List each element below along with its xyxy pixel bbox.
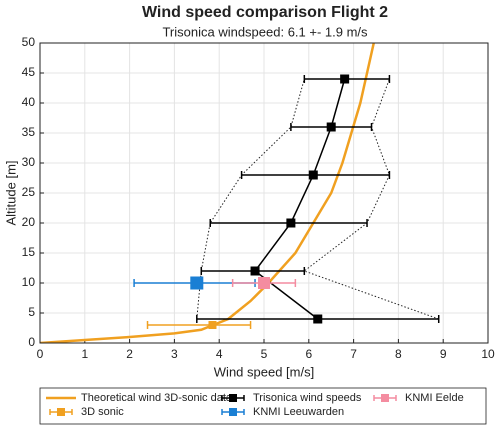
marker (286, 218, 296, 228)
legend-swatch (229, 408, 237, 416)
y-axis-label: Altitude [m] (3, 160, 18, 225)
legend-label: 3D sonic (81, 406, 124, 418)
legend-label: KNMI Eelde (405, 392, 464, 404)
y-tick-label: 15 (22, 245, 36, 259)
marker (313, 314, 323, 324)
legend-label: Trisonica wind speeds (253, 392, 362, 404)
x-tick-label: 1 (81, 347, 88, 361)
legend-swatch (57, 408, 65, 416)
marker (190, 276, 204, 290)
y-tick-label: 10 (22, 275, 36, 289)
marker (308, 170, 318, 180)
y-tick-label: 20 (22, 215, 36, 229)
legend-box (39, 387, 487, 425)
legend-swatch (229, 394, 237, 402)
y-tick-label: 25 (22, 185, 36, 199)
marker (208, 321, 217, 329)
plot-area (40, 43, 440, 343)
x-tick-label: 6 (305, 347, 312, 361)
y-tick-label: 50 (22, 35, 36, 49)
y-tick-label: 0 (28, 335, 35, 349)
x-tick-label: 10 (481, 347, 495, 361)
x-tick-label: 5 (261, 347, 268, 361)
x-tick-label: 4 (216, 347, 223, 361)
x-tick-label: 9 (440, 347, 447, 361)
y-tick-label: 40 (22, 95, 36, 109)
theory-line (40, 43, 375, 343)
plot-frame (39, 42, 489, 344)
chart-title: Wind speed comparison Flight 2 (142, 4, 388, 21)
y-tick-label: 5 (28, 305, 35, 319)
legend-label: Theoretical wind 3D-sonic data (81, 392, 233, 404)
marker (326, 122, 336, 132)
marker (258, 277, 270, 289)
x-tick-label: 8 (395, 347, 402, 361)
x-tick-label: 0 (37, 347, 44, 361)
x-axis-label: Wind speed [m/s] (214, 364, 314, 379)
legend-swatch (381, 394, 389, 402)
legend: Theoretical wind 3D-sonic data 3D sonic Tr… (39, 387, 487, 425)
y-tick-label: 35 (22, 125, 36, 139)
x-tick-label: 2 (126, 347, 133, 361)
chart-subtitle: Trisonica windspeed: 6.1 +- 1.9 m/s (162, 24, 368, 39)
marker (250, 266, 260, 276)
x-tick-label: 7 (350, 347, 357, 361)
y-tick-label: 30 (22, 155, 36, 169)
lower-bound-line (196, 78, 305, 320)
legend-label: KNMI Leeuwarden (253, 406, 344, 418)
marker (340, 74, 350, 84)
y-tick-label: 45 (22, 65, 36, 79)
x-tick-label: 3 (171, 347, 178, 361)
